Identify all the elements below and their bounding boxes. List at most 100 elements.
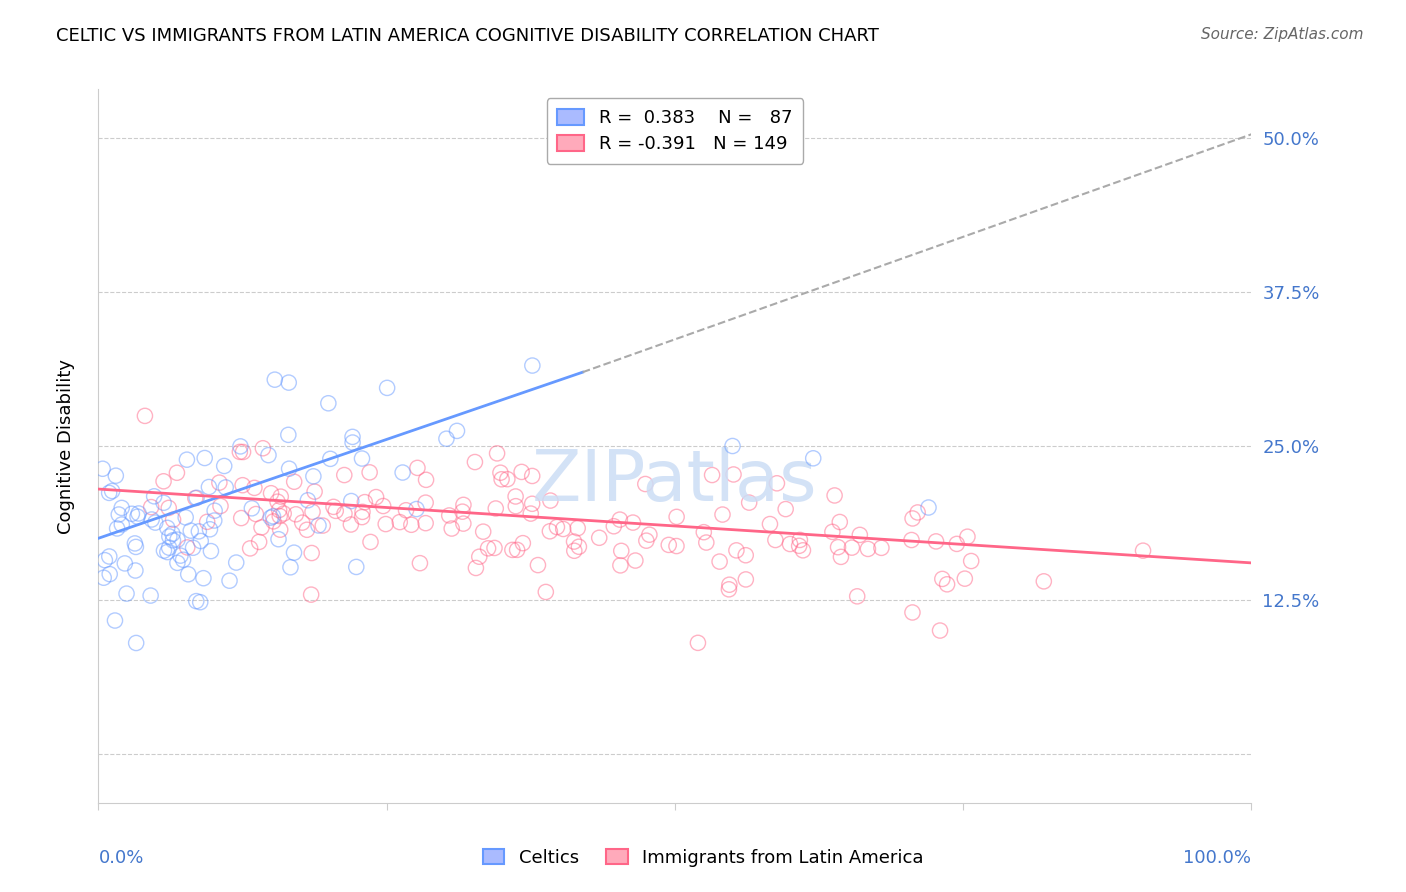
Point: [291, 516, 314, 530]
Point: [93, 571, 115, 585]
Point: [125, 540, 148, 554]
Point: [125, 636, 148, 650]
Point: [194, 450, 217, 465]
Point: [588, 531, 610, 545]
Point: [779, 537, 801, 551]
Point: [501, 542, 523, 557]
Point: [134, 409, 156, 423]
Point: [101, 483, 124, 498]
Point: [1032, 574, 1054, 589]
Point: [960, 554, 983, 568]
Point: [152, 496, 174, 510]
Point: [553, 522, 575, 536]
Point: [262, 514, 284, 528]
Point: [157, 529, 180, 543]
Point: [302, 469, 325, 483]
Point: [734, 548, 756, 562]
Point: [929, 624, 952, 638]
Point: [451, 505, 474, 519]
Point: [193, 571, 215, 585]
Point: [665, 509, 688, 524]
Point: [273, 507, 295, 521]
Point: [250, 520, 273, 534]
Point: [830, 549, 852, 564]
Point: [436, 432, 458, 446]
Point: [152, 475, 174, 489]
Point: [270, 490, 292, 504]
Point: [352, 510, 374, 524]
Point: [278, 461, 301, 475]
Point: [693, 525, 716, 540]
Point: [181, 541, 204, 555]
Point: [166, 533, 188, 547]
Point: [725, 543, 748, 558]
Point: [827, 540, 849, 554]
Point: [695, 535, 717, 549]
Point: [98, 486, 121, 500]
Point: [907, 505, 929, 519]
Point: [734, 573, 756, 587]
Point: [266, 494, 288, 508]
Point: [491, 472, 513, 486]
Point: [621, 516, 644, 530]
Point: [301, 546, 323, 560]
Point: [353, 495, 375, 509]
Point: [269, 509, 291, 524]
Text: 0.0%: 0.0%: [98, 849, 143, 867]
Point: [127, 509, 149, 524]
Point: [139, 589, 162, 603]
Point: [711, 508, 734, 522]
Point: [169, 549, 191, 563]
Point: [177, 567, 200, 582]
Point: [187, 524, 209, 539]
Point: [415, 516, 437, 530]
Point: [121, 507, 143, 521]
Point: [322, 500, 344, 514]
Text: Source: ZipAtlas.com: Source: ZipAtlas.com: [1201, 27, 1364, 42]
Point: [166, 466, 188, 480]
Point: [111, 517, 134, 532]
Point: [208, 475, 231, 490]
Point: [153, 543, 176, 558]
Point: [520, 497, 543, 511]
Point: [956, 530, 979, 544]
Point: [485, 501, 508, 516]
Point: [176, 452, 198, 467]
Point: [162, 526, 184, 541]
Point: [1132, 543, 1154, 558]
Point: [775, 502, 797, 516]
Point: [143, 516, 166, 530]
Point: [763, 533, 786, 547]
Point: [562, 534, 585, 549]
Point: [359, 466, 381, 480]
Point: [718, 578, 741, 592]
Point: [186, 491, 208, 505]
Point: [609, 513, 631, 527]
Point: [162, 533, 184, 548]
Point: [186, 594, 208, 608]
Point: [658, 538, 681, 552]
Point: [792, 543, 814, 558]
Point: [245, 507, 267, 521]
Point: [114, 557, 136, 571]
Point: [184, 491, 207, 505]
Point: [188, 595, 211, 609]
Point: [124, 536, 146, 550]
Point: [240, 501, 263, 516]
Point: [269, 503, 291, 517]
Point: [440, 522, 463, 536]
Y-axis label: Cognitive Disability: Cognitive Disability: [56, 359, 75, 533]
Point: [636, 533, 658, 548]
Point: [519, 507, 541, 521]
Point: [218, 574, 240, 588]
Point: [280, 560, 302, 574]
Point: [247, 535, 270, 549]
Point: [204, 504, 226, 518]
Point: [157, 541, 180, 555]
Point: [260, 486, 283, 500]
Point: [538, 493, 561, 508]
Point: [562, 543, 585, 558]
Point: [534, 585, 557, 599]
Point: [686, 636, 709, 650]
Point: [104, 614, 127, 628]
